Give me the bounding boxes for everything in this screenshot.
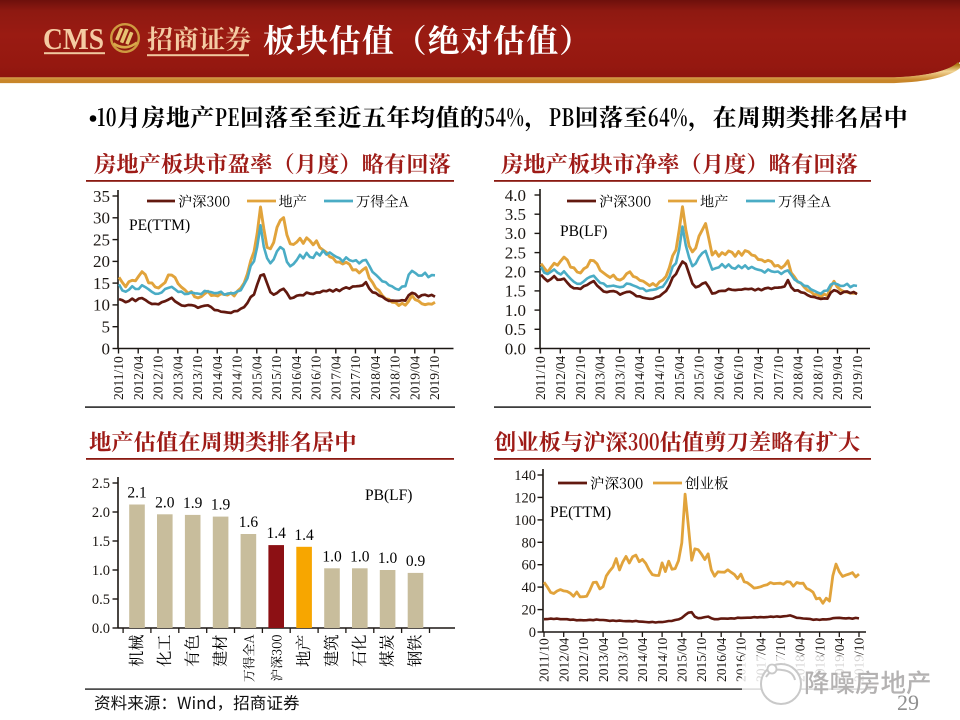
svg-text:2012/10: 2012/10 bbox=[576, 637, 591, 682]
svg-text:2.0: 2.0 bbox=[92, 505, 110, 521]
svg-text:2013/04: 2013/04 bbox=[593, 355, 608, 400]
svg-text:0.0: 0.0 bbox=[92, 621, 110, 637]
svg-text:30: 30 bbox=[93, 209, 110, 228]
svg-text:80: 80 bbox=[522, 535, 537, 551]
svg-text:15: 15 bbox=[93, 274, 110, 293]
svg-text:2018/04: 2018/04 bbox=[368, 355, 383, 400]
svg-text:2017/10: 2017/10 bbox=[771, 355, 786, 400]
svg-text:1.0: 1.0 bbox=[505, 301, 526, 320]
svg-text:3.0: 3.0 bbox=[505, 224, 526, 243]
svg-text:1.6: 1.6 bbox=[239, 514, 259, 531]
svg-text:2013/10: 2013/10 bbox=[612, 355, 627, 400]
svg-text:2012/04: 2012/04 bbox=[556, 637, 571, 682]
svg-text:1.9: 1.9 bbox=[211, 497, 231, 514]
svg-text:20: 20 bbox=[93, 252, 110, 271]
svg-text:3.5: 3.5 bbox=[505, 205, 526, 224]
svg-text:2015/10: 2015/10 bbox=[692, 355, 707, 400]
svg-text:1.9: 1.9 bbox=[183, 495, 203, 512]
svg-text:1.5: 1.5 bbox=[505, 282, 526, 301]
svg-text:120: 120 bbox=[514, 490, 536, 506]
svg-text:1.0: 1.0 bbox=[350, 548, 370, 565]
svg-text:0.5: 0.5 bbox=[92, 592, 110, 608]
svg-text:PE(TTM): PE(TTM) bbox=[129, 217, 190, 234]
svg-text:0: 0 bbox=[529, 625, 536, 641]
svg-text:2015/10: 2015/10 bbox=[694, 637, 709, 682]
svg-text:0.0: 0.0 bbox=[505, 339, 526, 358]
svg-text:2018/04: 2018/04 bbox=[791, 355, 806, 400]
svg-text:2019/10: 2019/10 bbox=[427, 355, 442, 400]
svg-text:1.4: 1.4 bbox=[267, 525, 287, 542]
svg-text:2.5: 2.5 bbox=[505, 243, 526, 262]
svg-text:2016/04: 2016/04 bbox=[289, 355, 304, 400]
svg-text:2017/04: 2017/04 bbox=[329, 355, 344, 400]
svg-text:100: 100 bbox=[514, 513, 536, 529]
svg-text:2013/04: 2013/04 bbox=[596, 637, 611, 682]
svg-text:2019/04: 2019/04 bbox=[408, 355, 423, 400]
svg-text:2.1: 2.1 bbox=[127, 485, 146, 502]
svg-text:1.4: 1.4 bbox=[294, 527, 314, 544]
svg-text:2.0: 2.0 bbox=[155, 494, 175, 511]
svg-text:2012/04: 2012/04 bbox=[553, 355, 568, 400]
svg-text:2015/04: 2015/04 bbox=[672, 355, 687, 400]
svg-text:PE(TTM): PE(TTM) bbox=[550, 504, 611, 521]
svg-text:10: 10 bbox=[93, 296, 110, 315]
svg-text:2015/10: 2015/10 bbox=[269, 355, 284, 400]
svg-text:2011/10: 2011/10 bbox=[111, 356, 126, 400]
svg-text:2019/10: 2019/10 bbox=[850, 355, 865, 400]
svg-text:2012/04: 2012/04 bbox=[131, 355, 146, 400]
svg-text:CMS: CMS bbox=[43, 21, 104, 56]
svg-text:2013/10: 2013/10 bbox=[616, 637, 631, 682]
svg-text:2011/10: 2011/10 bbox=[537, 638, 552, 682]
svg-text:4.0: 4.0 bbox=[505, 186, 526, 205]
svg-text:0: 0 bbox=[102, 339, 111, 358]
svg-text:PB(LF): PB(LF) bbox=[365, 487, 412, 504]
svg-text:2016/10: 2016/10 bbox=[731, 355, 746, 400]
svg-text:2015/04: 2015/04 bbox=[675, 637, 690, 682]
svg-text:PB(LF): PB(LF) bbox=[560, 223, 607, 240]
svg-text:1.0: 1.0 bbox=[378, 550, 398, 567]
svg-text:2012/10: 2012/10 bbox=[151, 355, 166, 400]
svg-text:5: 5 bbox=[102, 318, 111, 337]
svg-text:2018/10: 2018/10 bbox=[810, 355, 825, 400]
svg-text:2017/04: 2017/04 bbox=[751, 355, 766, 400]
svg-text:2019/04: 2019/04 bbox=[830, 355, 845, 400]
svg-text:2016/04: 2016/04 bbox=[711, 355, 726, 400]
svg-text:35: 35 bbox=[93, 187, 110, 206]
svg-text:25: 25 bbox=[93, 230, 110, 249]
svg-text:2014/04: 2014/04 bbox=[635, 637, 650, 682]
svg-text:2.5: 2.5 bbox=[92, 476, 110, 492]
svg-text:2011/10: 2011/10 bbox=[533, 356, 548, 400]
svg-text:2013/10: 2013/10 bbox=[190, 355, 205, 400]
svg-text:29: 29 bbox=[897, 690, 919, 715]
svg-text:2016/04: 2016/04 bbox=[714, 637, 729, 682]
svg-text:1.0: 1.0 bbox=[92, 563, 110, 579]
svg-text:2014/04: 2014/04 bbox=[210, 355, 225, 400]
svg-text:0.5: 0.5 bbox=[505, 320, 526, 339]
svg-text:2014/10: 2014/10 bbox=[652, 355, 667, 400]
svg-text:2014/04: 2014/04 bbox=[632, 355, 647, 400]
svg-text:40: 40 bbox=[522, 580, 537, 596]
svg-text:140: 140 bbox=[514, 468, 536, 484]
svg-text:2017/10: 2017/10 bbox=[348, 355, 363, 400]
svg-text:2013/04: 2013/04 bbox=[171, 355, 186, 400]
svg-text:2012/10: 2012/10 bbox=[573, 355, 588, 400]
svg-text:0.9: 0.9 bbox=[406, 553, 426, 570]
svg-text:2015/04: 2015/04 bbox=[250, 355, 265, 400]
svg-text:2016/10: 2016/10 bbox=[309, 355, 324, 400]
svg-text:20: 20 bbox=[522, 603, 537, 619]
svg-text:60: 60 bbox=[522, 558, 537, 574]
svg-text:2.0: 2.0 bbox=[505, 263, 526, 282]
svg-text:1.0: 1.0 bbox=[322, 548, 342, 565]
svg-text:1.5: 1.5 bbox=[92, 534, 110, 550]
svg-text:2014/10: 2014/10 bbox=[230, 355, 245, 400]
svg-text:2014/10: 2014/10 bbox=[655, 637, 670, 682]
svg-text:2018/10: 2018/10 bbox=[388, 355, 403, 400]
